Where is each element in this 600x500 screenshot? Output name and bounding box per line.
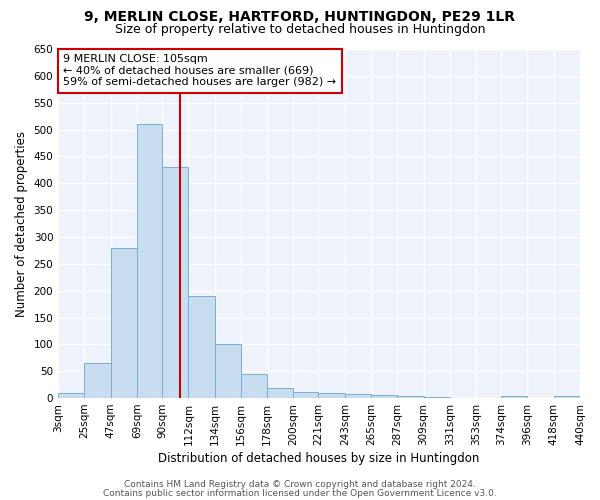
Text: Contains HM Land Registry data © Crown copyright and database right 2024.: Contains HM Land Registry data © Crown c… bbox=[124, 480, 476, 489]
Y-axis label: Number of detached properties: Number of detached properties bbox=[15, 130, 28, 316]
Bar bbox=[424, 397, 450, 398]
Bar bbox=[554, 396, 580, 398]
Bar bbox=[501, 396, 527, 398]
Text: Size of property relative to detached houses in Huntingdon: Size of property relative to detached ho… bbox=[115, 22, 485, 36]
Bar bbox=[85, 363, 111, 398]
Bar bbox=[319, 392, 345, 398]
Bar bbox=[58, 392, 85, 398]
Bar bbox=[345, 394, 371, 398]
Bar bbox=[241, 374, 267, 398]
Bar bbox=[215, 344, 241, 398]
Text: 9 MERLIN CLOSE: 105sqm
← 40% of detached houses are smaller (669)
59% of semi-de: 9 MERLIN CLOSE: 105sqm ← 40% of detached… bbox=[64, 54, 337, 88]
Bar bbox=[371, 396, 397, 398]
Bar bbox=[111, 248, 137, 398]
Bar bbox=[397, 396, 424, 398]
Bar bbox=[188, 296, 215, 398]
X-axis label: Distribution of detached houses by size in Huntingdon: Distribution of detached houses by size … bbox=[158, 452, 480, 465]
Bar bbox=[162, 167, 188, 398]
Bar bbox=[267, 388, 293, 398]
Bar bbox=[137, 124, 162, 398]
Text: Contains public sector information licensed under the Open Government Licence v3: Contains public sector information licen… bbox=[103, 488, 497, 498]
Text: 9, MERLIN CLOSE, HARTFORD, HUNTINGDON, PE29 1LR: 9, MERLIN CLOSE, HARTFORD, HUNTINGDON, P… bbox=[85, 10, 515, 24]
Bar bbox=[293, 392, 319, 398]
